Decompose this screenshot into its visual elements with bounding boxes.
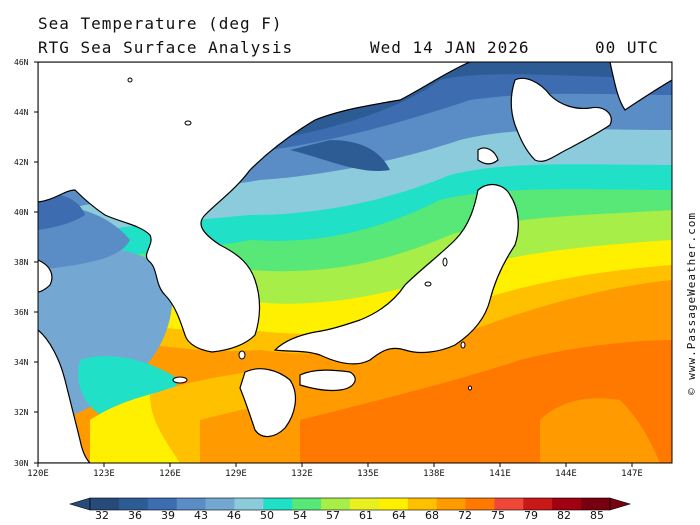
lat-label: 30N bbox=[14, 459, 29, 468]
lon-label: 147E bbox=[621, 469, 643, 479]
colorbar-swatch bbox=[581, 498, 611, 510]
lon-label: 138E bbox=[423, 469, 445, 479]
colorbar-label: 46 bbox=[227, 509, 241, 522]
lon-label: 126E bbox=[159, 469, 181, 479]
colorbar-label: 68 bbox=[425, 509, 439, 522]
colorbar-swatch bbox=[436, 498, 467, 510]
time-label: 00 UTC bbox=[595, 38, 659, 57]
lat-label: 36N bbox=[14, 308, 29, 317]
lon-label: 135E bbox=[357, 469, 379, 479]
colorbar-label: 82 bbox=[557, 509, 571, 522]
land-masses bbox=[38, 62, 672, 463]
colorbar-swatch bbox=[407, 498, 438, 510]
colorbar-frame bbox=[89, 497, 611, 511]
islands bbox=[127, 77, 472, 391]
colorbar-swatch bbox=[350, 498, 380, 510]
colorbar-label: 43 bbox=[194, 509, 208, 522]
chart-subtitle: RTG Sea Surface Analysis bbox=[38, 38, 294, 57]
chart-title: Sea Temperature (deg F) bbox=[38, 14, 283, 33]
lon-label: 123E bbox=[93, 469, 115, 479]
colorbar-label: 39 bbox=[161, 509, 175, 522]
colorbar-label: 61 bbox=[359, 509, 373, 522]
colorbar: 32 36 39 43 46 50 54 57 61 64 68 72 75 79 82 85 bbox=[68, 497, 632, 522]
colorbar-arrow-left bbox=[68, 497, 91, 511]
colorbar-label: 72 bbox=[458, 509, 472, 522]
colorbar-swatch bbox=[552, 498, 582, 510]
colorbar-arrow-right bbox=[609, 497, 632, 511]
lon-label: 120E bbox=[27, 469, 49, 479]
lon-label: 129E bbox=[225, 469, 247, 479]
lat-label: 42N bbox=[14, 158, 29, 167]
lon-label: 144E bbox=[555, 469, 577, 479]
credit-text: © www.PassageWeather.com bbox=[685, 212, 698, 395]
colorbar-label: 57 bbox=[326, 509, 340, 522]
colorbar-swatch bbox=[321, 498, 351, 510]
lat-label: 40N bbox=[14, 208, 29, 217]
colorbar-label: 85 bbox=[590, 509, 604, 522]
colorbar-swatch bbox=[90, 498, 120, 510]
lon-label: 132E bbox=[291, 469, 313, 479]
colorbar-label: 32 bbox=[95, 509, 109, 522]
colorbar-swatch bbox=[263, 498, 293, 510]
lon-label: 141E bbox=[489, 469, 511, 479]
colorbar-swatch bbox=[292, 498, 322, 510]
colorbar-label: 54 bbox=[293, 509, 307, 522]
colorbar-swatch bbox=[494, 498, 524, 510]
colorbar-swatch bbox=[205, 498, 235, 510]
colorbar-swatch bbox=[465, 498, 495, 510]
lat-label: 44N bbox=[14, 108, 29, 117]
colorbar-label: 79 bbox=[524, 509, 538, 522]
colorbar-swatch bbox=[378, 498, 409, 510]
lon-axis: 120E 123E 126E 129E 132E 135E 138E 141E … bbox=[27, 463, 643, 479]
lat-label: 38N bbox=[14, 258, 29, 267]
colorbar-swatch bbox=[523, 498, 553, 510]
colorbar-swatch bbox=[234, 498, 264, 510]
lat-axis: 46N 44N 42N 40N 38N 36N 34N 32N 30N bbox=[14, 58, 38, 468]
colorbar-swatch bbox=[118, 498, 149, 510]
colorbar-label: 50 bbox=[260, 509, 274, 522]
colorbar-label: 64 bbox=[392, 509, 406, 522]
colorbar-label: 75 bbox=[491, 509, 505, 522]
colorbar-swatch bbox=[176, 498, 207, 510]
lat-label: 34N bbox=[14, 358, 29, 367]
colorbar-swatch bbox=[147, 498, 178, 510]
date-label: Wed 14 JAN 2026 bbox=[370, 38, 530, 57]
lat-label: 46N bbox=[14, 58, 29, 67]
lat-label: 32N bbox=[14, 408, 29, 417]
colorbar-label: 36 bbox=[128, 509, 142, 522]
